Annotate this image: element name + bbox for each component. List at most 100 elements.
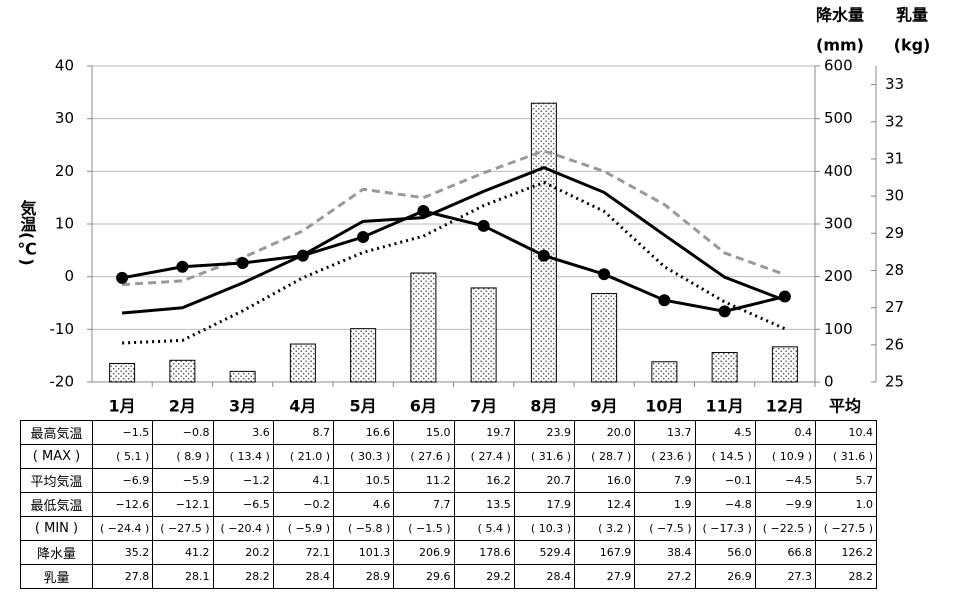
table-cell: ( −1.5 ): [393, 516, 455, 541]
table-cell: 4.6: [332, 492, 395, 517]
table-cell: ( −22.5 ): [754, 516, 817, 541]
table-cell: ( 23.6 ): [634, 444, 696, 469]
x-tick-label: 4月: [289, 397, 316, 416]
table-cell: ( 3.2 ): [573, 516, 636, 541]
table-cell: ( −20.4 ): [212, 516, 274, 541]
table-cell: −12.6: [91, 492, 154, 517]
table-cell: 27.3: [754, 564, 817, 589]
y2-tick-label: 100: [824, 320, 853, 338]
marker: [236, 257, 249, 270]
marker: [477, 219, 490, 232]
bar: [350, 328, 377, 383]
table-cell: −0.8: [152, 420, 214, 445]
table-cell: 27.2: [634, 564, 696, 589]
row-header: 乳量: [20, 564, 93, 589]
table-cell: 16.2: [453, 468, 515, 493]
table-cell: 15.0: [393, 420, 455, 445]
table-cell: ( 31.6 ): [513, 444, 576, 469]
table-cell: 41.2: [152, 540, 214, 565]
y2-tick-label: 200: [824, 267, 853, 285]
table-cell: ( −27.5 ): [815, 516, 877, 541]
marker: [296, 249, 309, 262]
data-table: 最高気温 −1.5 −0.8 3.6 8.7 16.6 15.0 19.7 23.9 20.0 13…: [20, 420, 877, 589]
y3-tick-label: 25: [885, 373, 904, 391]
table-cell: 8.7: [272, 420, 335, 445]
table-cell: ( −27.5 ): [152, 516, 214, 541]
table-cell: 29.2: [453, 564, 515, 589]
table-cell: −0.1: [694, 468, 756, 493]
marker: [357, 231, 370, 244]
row-header: 平均気温: [20, 468, 93, 493]
x-tick-label: 2月: [169, 397, 196, 416]
x-tick-label: 10月: [645, 397, 683, 416]
table-cell: 20.0: [573, 420, 636, 445]
table-cell: 23.9: [513, 420, 576, 445]
table-row: 平均気温 −6.9 −5.9 −1.2 4.1 10.5 11.2 16.2 20.7 16.0 7…: [20, 468, 877, 493]
table-cell: 28.2: [815, 564, 877, 589]
line: [122, 180, 786, 345]
bar: [229, 370, 256, 383]
table-cell: 4.5: [694, 420, 756, 445]
x-tick-label: 7月: [470, 397, 497, 416]
y-tick-label: 40: [55, 57, 74, 75]
x-tick-label: 9月: [591, 397, 618, 416]
y-tick-label: -20: [50, 373, 75, 391]
bar: [289, 343, 316, 383]
table-cell: −1.5: [91, 420, 154, 445]
line: [122, 149, 786, 287]
x-tick-label: 11月: [705, 397, 743, 416]
table-cell: 178.6: [453, 540, 515, 565]
marker: [598, 268, 611, 281]
y2-tick-label: 500: [824, 109, 853, 127]
table-row: 最高気温 −1.5 −0.8 3.6 8.7 16.6 15.0 19.7 23.9 20.0 13…: [20, 420, 877, 445]
bar: [530, 102, 557, 383]
table-cell: 27.9: [573, 564, 636, 589]
table-cell: ( 13.4 ): [212, 444, 274, 469]
x-tick-label: 3月: [229, 397, 256, 416]
table-cell: 4.1: [272, 468, 335, 493]
y2-tick-label: 600: [824, 57, 853, 75]
table-cell: −0.2: [272, 492, 335, 517]
marker: [537, 249, 550, 262]
table-cell: 28.9: [332, 564, 395, 589]
table-cell: 0.4: [754, 420, 817, 445]
table-cell: 1.0: [815, 492, 877, 517]
x-tick-label: 8月: [530, 397, 557, 416]
table-cell: ( 5.4 ): [453, 516, 515, 541]
table-cell: 28.2: [212, 564, 274, 589]
bar: [410, 272, 437, 383]
table-cell: −4.5: [754, 468, 817, 493]
table-cell: 10.4: [815, 420, 877, 445]
bar: [169, 359, 196, 383]
y3-axis-title: 乳量: [896, 6, 928, 25]
table-cell: 56.0: [694, 540, 756, 565]
table-cell: 38.4: [634, 540, 696, 565]
table-row: ( MIN )( −24.4 )( −27.5 )( −20.4 )( −5.9…: [20, 516, 877, 541]
table-row: 最低気温 −12.6 −12.1 −6.5 −0.2 4.6 7.7 13.5 17.9 12.4…: [20, 492, 877, 517]
row-header: 最高気温: [20, 420, 93, 445]
table-cell: 20.7: [513, 468, 576, 493]
table-cell: 12.4: [573, 492, 636, 517]
table-cell: 16.0: [573, 468, 636, 493]
bar: [470, 287, 497, 383]
average-header: 平均: [829, 397, 861, 416]
table-cell: 7.9: [634, 468, 696, 493]
table-cell: 7.7: [393, 492, 455, 517]
bar: [771, 346, 798, 383]
y3-tick-label: 30: [885, 187, 904, 205]
marker: [176, 260, 189, 273]
table-cell: ( 10.9 ): [754, 444, 817, 469]
y-tick-label: 10: [55, 215, 74, 233]
table-cell: ( 31.6 ): [815, 444, 877, 469]
table-cell: ( 27.4 ): [453, 444, 515, 469]
table-cell: 27.8: [91, 564, 154, 589]
x-tick-label: 5月: [350, 397, 377, 416]
table-cell: ( 30.3 ): [332, 444, 395, 469]
x-tick-label: 12月: [766, 397, 804, 416]
table-cell: −9.9: [754, 492, 817, 517]
bar: [109, 362, 136, 383]
table-cell: 206.9: [393, 540, 455, 565]
chart: 気温(℃) 降水量 (mm) 乳量 (kg) 平均 -20 -10 0 10 20 30 4…: [17, 6, 930, 416]
y3-tick-label: 32: [885, 112, 904, 130]
